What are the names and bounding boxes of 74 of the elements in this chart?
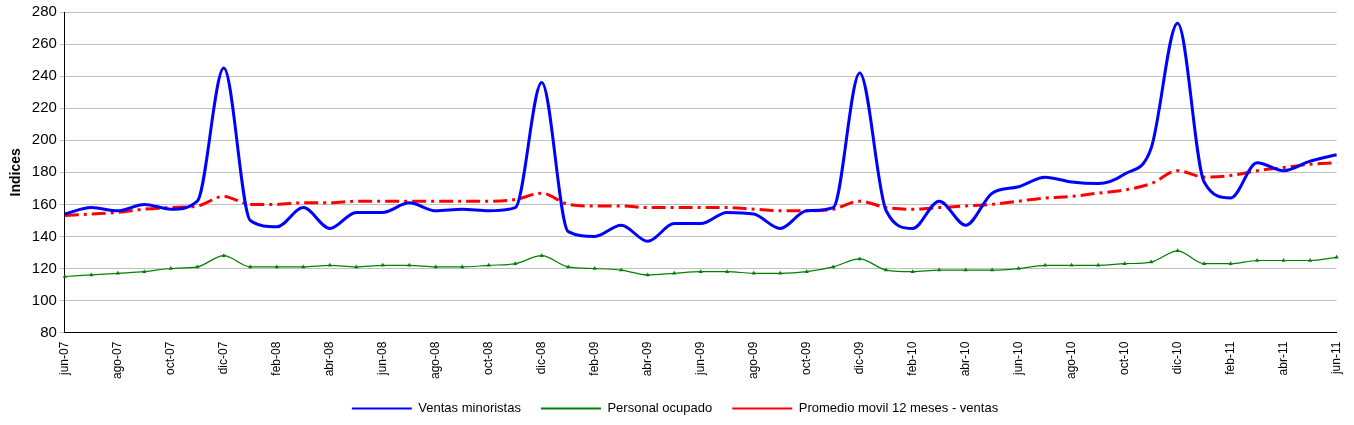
point xyxy=(1334,254,1339,259)
point xyxy=(1095,262,1101,267)
y-tick-label: 180 xyxy=(31,162,57,180)
x-tick-label: abr-10 xyxy=(957,341,972,377)
x-tick-label: feb-11 xyxy=(1222,341,1237,375)
x-tick-label: ago-08 xyxy=(428,341,443,380)
legend-label: Promedio movil 12 meses - ventas xyxy=(798,400,999,416)
point xyxy=(804,269,809,273)
point xyxy=(672,270,677,275)
y-tick-label: 80 xyxy=(40,322,57,340)
x-tick-label: ago-10 xyxy=(1063,341,1078,380)
legend-label: Personal ocupado xyxy=(607,400,713,416)
y-axis-title: Indices xyxy=(7,147,24,197)
y-tick-label: 100 xyxy=(31,290,57,308)
x-tick-label: ago-07 xyxy=(110,341,125,380)
point xyxy=(195,264,200,269)
point xyxy=(592,266,597,270)
x-tick-label: jun-07 xyxy=(57,341,72,376)
point xyxy=(513,261,518,265)
x-tick-label: oct-07 xyxy=(163,341,178,375)
point xyxy=(142,269,147,273)
y-tick-label: 280 xyxy=(31,2,57,20)
x-tick-label: feb-08 xyxy=(269,341,284,376)
point xyxy=(910,269,915,273)
y-tick-label: 260 xyxy=(31,34,57,52)
x-tick-label: dic-08 xyxy=(534,341,549,375)
point xyxy=(1016,266,1021,270)
point xyxy=(539,253,544,257)
x-tick-label: jun-10 xyxy=(1010,341,1025,376)
x-tick-label: feb-10 xyxy=(904,341,919,376)
point xyxy=(486,262,491,267)
point xyxy=(751,270,756,275)
x-tick-label: jun-11 xyxy=(1328,341,1343,376)
y-tick-label: 240 xyxy=(31,66,57,84)
x-tick-label: jun-09 xyxy=(693,341,708,376)
point xyxy=(248,264,253,269)
x-tick-label: oct-10 xyxy=(1116,341,1131,375)
point xyxy=(1069,262,1074,267)
point xyxy=(1307,257,1313,262)
y-tick-label: 200 xyxy=(31,130,57,148)
legend-label: Ventas minoristas xyxy=(418,400,522,416)
y-tick-label: 120 xyxy=(31,258,57,276)
x-tick-label: abr-08 xyxy=(322,341,337,377)
point xyxy=(168,266,173,270)
point xyxy=(380,262,385,267)
x-tick-label: ago-09 xyxy=(746,341,761,380)
x-tick-label: abr-09 xyxy=(640,341,655,377)
point xyxy=(725,269,730,273)
x-tick-label: dic-10 xyxy=(1169,341,1184,375)
point xyxy=(1254,257,1260,262)
x-tick-label: abr-11 xyxy=(1275,341,1290,376)
point xyxy=(1042,262,1048,267)
x-tick-label: oct-08 xyxy=(481,341,496,375)
point xyxy=(327,262,332,267)
y-tick-label: 160 xyxy=(31,194,57,212)
point xyxy=(221,253,226,257)
point xyxy=(778,270,783,275)
y-tick-label: 220 xyxy=(31,98,57,116)
point xyxy=(115,270,120,275)
point xyxy=(62,274,67,278)
point xyxy=(1228,261,1233,265)
x-tick-label: oct-09 xyxy=(799,341,814,375)
point xyxy=(1281,257,1286,262)
point xyxy=(1201,261,1207,265)
x-tick-label: feb-09 xyxy=(587,341,602,376)
point xyxy=(698,269,703,273)
line-series xyxy=(63,21,1339,243)
x-tick-label: jun-08 xyxy=(375,341,390,376)
y-tick-label: 140 xyxy=(31,226,57,244)
point xyxy=(1122,261,1127,265)
point xyxy=(407,262,412,267)
line-series xyxy=(63,161,1339,218)
x-tick-label: dic-07 xyxy=(216,341,231,375)
x-tick-label: dic-09 xyxy=(852,341,866,375)
